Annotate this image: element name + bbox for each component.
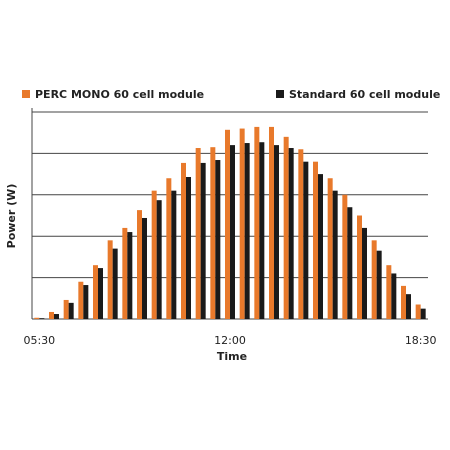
bar <box>406 294 411 319</box>
bar <box>171 190 177 319</box>
bar <box>313 161 318 319</box>
bar <box>112 248 118 319</box>
bar <box>303 161 309 319</box>
bar <box>68 302 74 319</box>
bar <box>244 143 250 319</box>
y-axis-label: Power (W) <box>5 184 18 249</box>
bar <box>239 128 245 319</box>
bar <box>362 227 367 319</box>
bar <box>391 273 397 319</box>
bar <box>181 162 186 319</box>
bar <box>151 190 157 319</box>
bar <box>347 207 353 319</box>
bar <box>186 176 191 319</box>
bar <box>415 304 421 319</box>
bar <box>156 200 162 319</box>
bar <box>327 178 333 319</box>
bar <box>127 232 133 319</box>
bar <box>200 162 206 319</box>
x-tick-label: 12:00 <box>214 334 246 347</box>
bar <box>386 265 392 319</box>
bar <box>401 285 406 319</box>
bar <box>63 299 69 319</box>
bar <box>298 149 304 319</box>
x-tick-label: 18:30 <box>405 334 437 347</box>
bar <box>225 129 230 319</box>
legend-label: Standard 60 cell module <box>289 88 440 101</box>
bar <box>137 210 142 319</box>
bar <box>195 148 201 319</box>
bar <box>83 285 89 319</box>
bar <box>254 126 260 320</box>
bar <box>357 215 362 319</box>
bar <box>49 311 54 319</box>
bar <box>259 142 265 319</box>
bar <box>93 265 98 319</box>
bar <box>78 281 84 319</box>
bar <box>39 318 45 319</box>
bar <box>269 126 274 320</box>
bar <box>274 145 279 319</box>
bar <box>215 160 221 319</box>
bar <box>230 145 235 319</box>
legend-swatch <box>22 90 30 98</box>
bar <box>318 174 323 319</box>
bar <box>342 194 348 319</box>
bar <box>283 136 289 319</box>
bar <box>288 148 294 319</box>
x-tick-label: 05:30 <box>23 334 55 347</box>
bar <box>122 227 128 319</box>
bar <box>371 240 377 319</box>
bar <box>420 308 426 319</box>
bar <box>54 314 59 319</box>
bar <box>142 217 147 319</box>
bar <box>376 250 382 319</box>
bar <box>166 178 172 319</box>
bar <box>210 147 216 319</box>
bar <box>332 190 338 319</box>
bar <box>107 240 113 319</box>
legend-swatch <box>276 90 284 98</box>
x-axis-label: Time <box>217 350 247 363</box>
bar <box>34 317 40 319</box>
bar <box>98 268 103 319</box>
legend-label: PERC MONO 60 cell module <box>35 88 204 101</box>
